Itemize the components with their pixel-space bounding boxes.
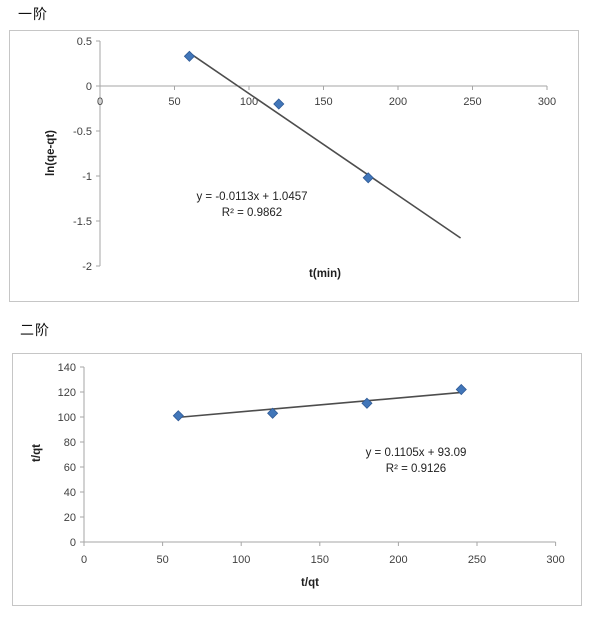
y-tick-label: 0 [86,81,92,93]
y-tick-label: -1.5 [73,216,92,228]
x-tick-label: 100 [240,96,258,108]
x-axis-title: t/qt [301,577,319,589]
y-tick-label: -1 [82,171,92,183]
x-tick-label: 200 [389,96,407,108]
first-order-chart-panel: 0 50 100 150 200 250 300 0.5 0 -0.5 -1 -1.5 -2 t(min)… [9,30,579,302]
x-tick-label: 0 [81,554,87,566]
equation-text: y = -0.0113x + 1.0457 [196,191,307,203]
y-tick-label: 80 [64,437,76,449]
x-tick-label: 300 [538,96,556,108]
second-order-heading: 二阶 [20,322,50,338]
equation-text: y = 0.1105x + 93.09 [366,447,467,459]
data-point [273,98,285,110]
x-tick-label: 0 [97,96,103,108]
trendline [191,54,462,239]
x-tick-label: 200 [389,554,407,566]
data-point [267,407,279,419]
x-tick-label: 150 [311,554,329,566]
data-point [172,410,184,422]
data-point [183,50,195,62]
x-axis-title: t(min) [309,268,341,280]
data-point [361,397,373,409]
x-tick-label: 150 [314,96,332,108]
x-tick-label: 50 [156,554,168,566]
y-tick-label: 40 [64,487,76,499]
x-tick-label: 250 [468,554,486,566]
y-tick-label: 120 [58,387,76,399]
y-tick-label: 140 [58,362,76,374]
trendline [175,391,463,419]
y-axis-title: ln(qe-qt) [45,130,57,176]
second-order-chart: 0 50 100 150 200 250 300 0 20 40 60 80 100 120 140 t/qt… [31,362,565,589]
first-order-chart: 0 50 100 150 200 250 300 0.5 0 -0.5 -1 -1.5 -2 t(min)… [45,36,556,280]
y-tick-label: 20 [64,512,76,524]
first-order-heading: 一阶 [18,6,48,22]
y-axis-title: t/qt [31,444,43,462]
second-order-chart-panel: 0 50 100 150 200 250 300 0 20 40 60 80 100 120 140 t/qt… [12,353,582,606]
x-tick-label: 250 [463,96,481,108]
x-tick-label: 50 [168,96,180,108]
r-squared-text: R² = 0.9862 [222,207,282,219]
data-point [455,383,467,396]
y-tick-label: -0.5 [73,126,92,138]
data-point [362,172,374,184]
r-squared-text: R² = 0.9126 [386,463,446,475]
y-tick-label: -2 [82,261,92,273]
x-tick-label: 100 [232,554,250,566]
y-tick-label: 0 [70,537,76,549]
x-tick-label: 300 [546,554,564,566]
y-tick-label: 0.5 [77,36,92,48]
y-tick-label: 60 [64,462,76,474]
y-tick-label: 100 [58,412,76,424]
